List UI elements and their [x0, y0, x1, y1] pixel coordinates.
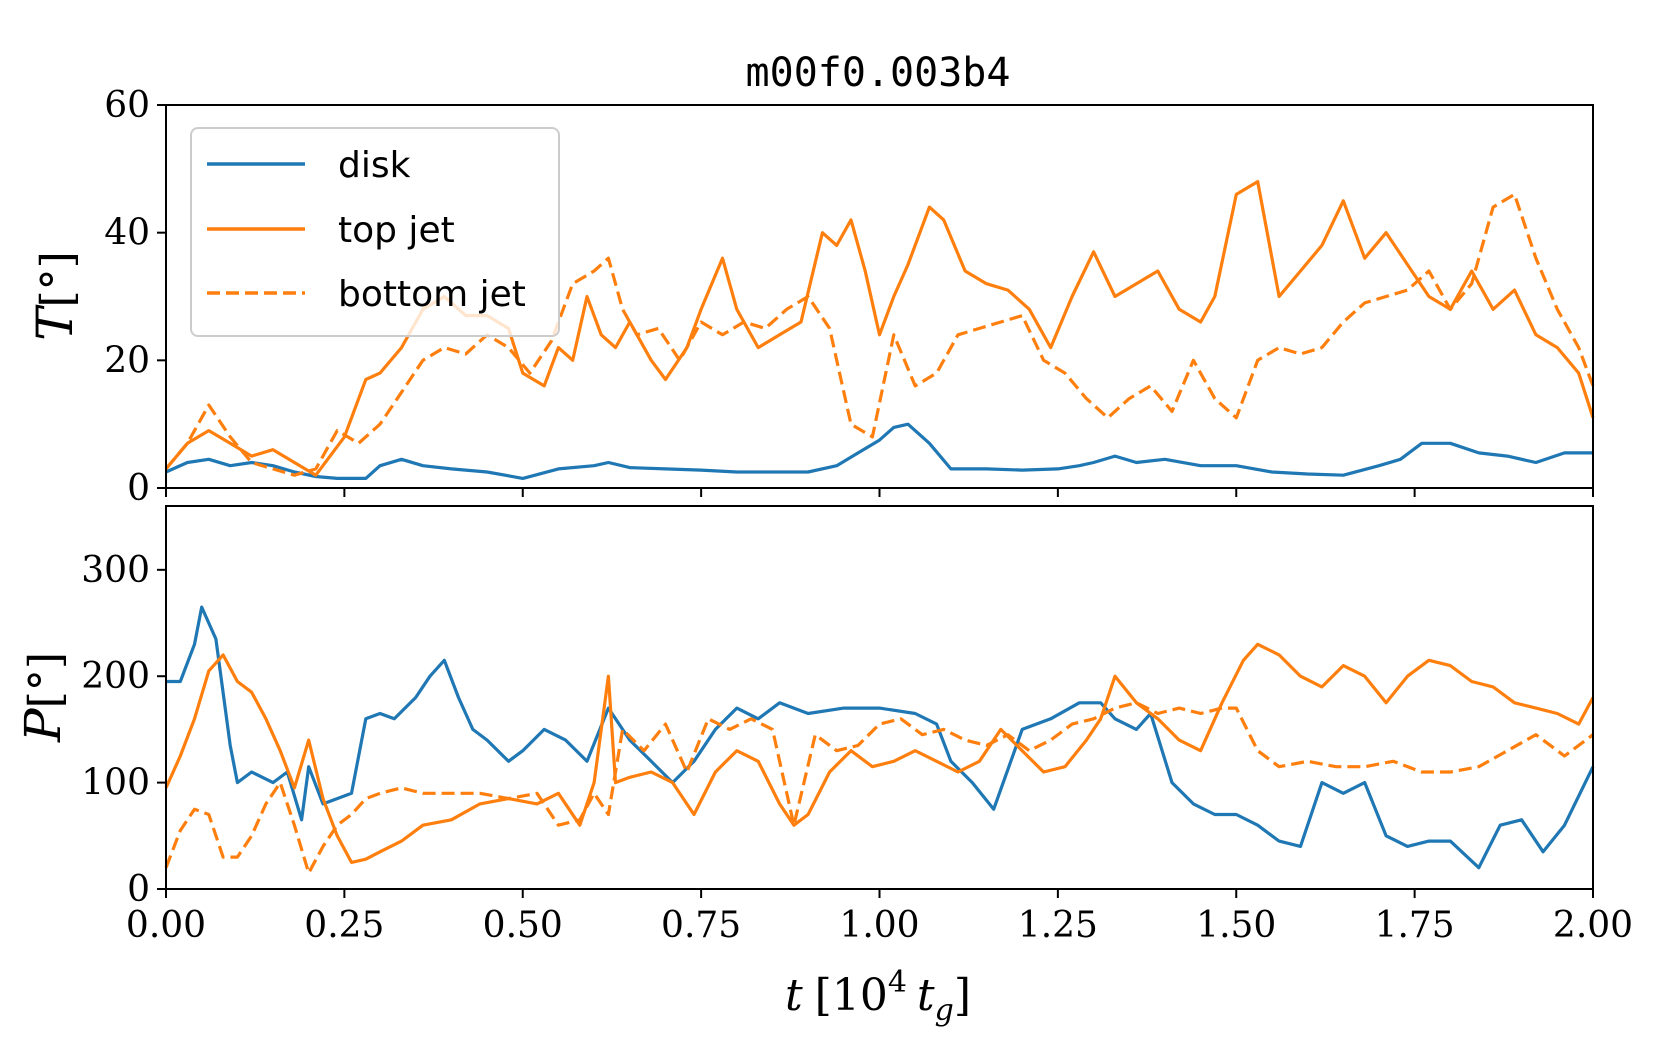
top-y-tick-label: 20	[104, 340, 150, 381]
legend-label-top-jet: top jet	[338, 210, 455, 251]
bottom-plot-area	[164, 605, 1595, 875]
top-y-ticks: 0 20 40 60	[104, 85, 166, 509]
x-tick-label: 1.75	[1375, 905, 1455, 946]
bottom-x-ticks: 0.00 0.25 0.50 0.75 1.00 1.25 1.50 1.75 2.00	[126, 889, 1633, 946]
x-axis-label-tg: t	[917, 970, 935, 1021]
bottom-y-tick-label: 100	[81, 763, 150, 804]
x-tick-label: 1.00	[839, 905, 919, 946]
x-axis-label-exp: 4	[888, 965, 907, 1000]
top-y-tick-label: 0	[127, 468, 150, 509]
top-y-axis-symbol: T	[26, 304, 84, 341]
top-series-bottom-jet	[164, 192, 1595, 477]
x-tick-label: 2.00	[1553, 905, 1633, 946]
top-series-disk	[165, 422, 1593, 480]
bottom-y-axis-unit: [°]	[20, 652, 71, 708]
bottom-series-disk	[166, 605, 1595, 870]
top-x-ticks	[165, 488, 1594, 497]
x-tick-label: 0.50	[483, 905, 563, 946]
x-tick-label: 0.00	[126, 905, 206, 946]
legend: disk top jet bottom jet	[190, 127, 560, 337]
legend-box	[190, 127, 560, 337]
top-y-axis-label: T[°]	[26, 251, 84, 341]
top-y-axis-unit: [°]	[32, 251, 83, 307]
x-tick-label: 0.75	[661, 905, 741, 946]
top-y-tick-label: 60	[104, 85, 150, 126]
bottom-series-top-jet	[164, 642, 1595, 865]
bottom-y-tick-label: 200	[81, 656, 150, 697]
x-tick-label: 1.50	[1196, 905, 1276, 946]
bottom-y-tick-label: 0	[127, 869, 150, 910]
bottom-panel: 0 100 200 300 0.00 0.25 0.50 0.75 1.00 1.25 1.50 1…	[14, 505, 1633, 1028]
x-axis-label-t: t	[785, 970, 803, 1021]
x-tick-label: 1.25	[1018, 905, 1098, 946]
top-panel: 0 20 40 60 T[°] disk top jet bottom jet	[26, 85, 1595, 509]
legend-label-bottom-jet: bottom jet	[338, 274, 526, 315]
x-axis-label: t [104 tg]	[785, 965, 971, 1028]
bottom-y-axis-label: P[°]	[14, 652, 72, 743]
bottom-y-ticks: 0 100 200 300	[81, 550, 166, 910]
top-y-tick-label: 40	[104, 213, 150, 254]
x-axis-label-sub: g	[935, 993, 954, 1028]
legend-label-disk: disk	[338, 145, 411, 186]
bottom-y-axis-symbol: P	[14, 707, 72, 743]
bottom-y-tick-label: 300	[81, 550, 150, 591]
x-tick-label: 0.25	[304, 905, 384, 946]
x-axis-label-open: [10	[815, 970, 888, 1021]
x-axis-label-close: ]	[954, 970, 971, 1021]
chart-title: m00f0.003b4	[746, 50, 1011, 96]
